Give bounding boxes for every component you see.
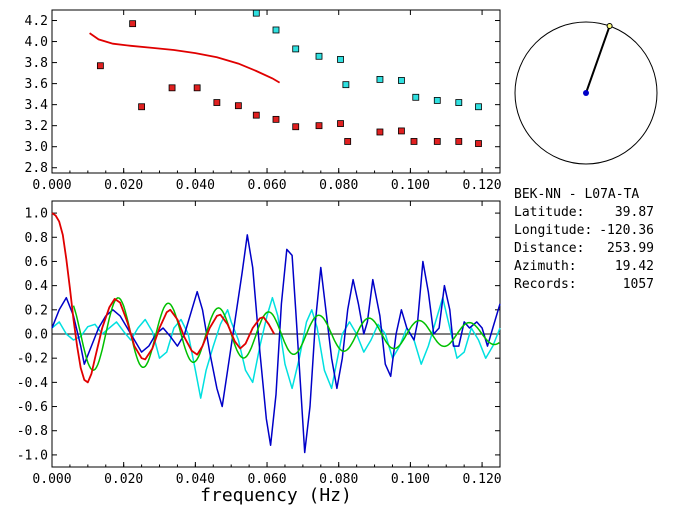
dispersion-x-tick-label: 0.020 xyxy=(104,178,143,193)
waveform-y-tick-label: 0.8 xyxy=(25,231,48,246)
dispersion-point xyxy=(398,77,405,84)
waveform-y-tick-label: 1.0 xyxy=(25,207,48,222)
dispersion-x-tick-label: 0.000 xyxy=(32,178,71,193)
dispersion-curve xyxy=(89,32,281,84)
station-pair: BEK-NN - L07A-TA xyxy=(514,187,639,202)
azimuth-tip-dot xyxy=(606,23,613,30)
dispersion-point xyxy=(168,84,176,92)
dispersion-point xyxy=(376,128,384,136)
waveform-y-tick-label: -0.8 xyxy=(17,424,48,439)
waveform-y-tick-label: 0.6 xyxy=(25,255,48,270)
dispersion-point xyxy=(272,115,280,123)
azimuth-needle xyxy=(585,25,611,94)
dispersion-x-tick-label: 0.100 xyxy=(391,178,430,193)
dispersion-y-tick-label: 4.2 xyxy=(25,14,48,29)
dispersion-point xyxy=(337,120,344,127)
dispersion-x-tick-label: 0.060 xyxy=(247,178,286,193)
dispersion-point xyxy=(412,93,420,101)
dispersion-y-tick-label: 3.2 xyxy=(25,119,48,134)
dispersion-point xyxy=(138,103,146,111)
records-value: 1057 xyxy=(623,277,654,292)
dispersion-point xyxy=(96,62,104,70)
waveform-y-tick-label: 0.4 xyxy=(25,279,49,294)
waveform-panel: 0.000 0.020 0.040 0.060 0.080 0.100 0.120 -1.0 -… xyxy=(17,200,502,506)
dispersion-y-tick-label: 2.8 xyxy=(25,161,48,176)
dispersion-point xyxy=(342,81,350,89)
records-label: Records: xyxy=(514,277,577,292)
waveform-x-tick-label: 0.100 xyxy=(391,472,430,487)
waveform-x-tick-label: 0.020 xyxy=(104,472,143,487)
distance-label: Distance: xyxy=(514,241,584,256)
dispersion-point xyxy=(455,99,463,106)
dispersion-y-tick-label: 3.8 xyxy=(25,56,48,71)
waveform-axis-ticks: 0.000 0.020 0.040 0.060 0.080 0.100 0.120 -1.0 -… xyxy=(17,201,502,487)
dispersion-y-tick-label: 3.0 xyxy=(25,140,48,155)
dispersion-point xyxy=(433,97,441,104)
dispersion-axis-ticks: 0.000 0.020 0.040 0.060 0.080 0.100 0.120 2.8 3.… xyxy=(25,10,502,193)
dispersion-point xyxy=(315,52,323,60)
waveform-x-tick-label: 0.060 xyxy=(247,472,286,487)
waveform-y-tick-label: 0.2 xyxy=(25,303,48,318)
azimuth-value: 19.42 xyxy=(615,259,654,274)
dispersion-y-tick-label: 4.0 xyxy=(25,35,48,50)
dispersion-point xyxy=(433,138,441,145)
dispersion-point xyxy=(410,138,418,145)
dispersion-x-tick-label: 0.080 xyxy=(319,178,358,193)
waveform-y-tick-label: -0.4 xyxy=(17,376,48,391)
dispersion-plot-frame xyxy=(51,9,501,174)
dispersion-point xyxy=(475,103,482,111)
waveform-red-line xyxy=(51,212,275,384)
waveform-cyan-line xyxy=(51,296,501,399)
latitude-value: 39.87 xyxy=(615,205,654,220)
waveform-y-tick-label: -0.6 xyxy=(17,400,48,415)
latitude-label: Latitude: xyxy=(514,205,584,220)
dispersion-y-tick-label: 3.4 xyxy=(25,98,49,113)
waveform-x-tick-label: 0.120 xyxy=(463,472,502,487)
longitude-label: Longitude: xyxy=(514,223,592,238)
azimuth-compass xyxy=(514,21,658,165)
dispersion-point xyxy=(455,138,463,145)
azimuth-label: Azimuth: xyxy=(514,259,577,274)
dispersion-point xyxy=(213,99,221,106)
waveform-y-tick-label: -0.2 xyxy=(17,352,48,367)
dispersion-point xyxy=(193,84,201,92)
waveform-blue-line xyxy=(51,234,501,454)
waveform-y-tick-label: -1.0 xyxy=(17,448,48,463)
dispersion-point xyxy=(376,76,384,83)
dispersion-point xyxy=(475,140,482,147)
dispersion-point xyxy=(292,123,300,131)
dispersion-data xyxy=(89,9,482,147)
dispersion-point xyxy=(337,56,344,63)
waveform-x-axis-label: frequency (Hz) xyxy=(200,485,352,506)
dispersion-point xyxy=(272,26,280,34)
dispersion-point xyxy=(292,45,300,53)
distance-value: 253.99 xyxy=(607,241,654,256)
waveform-x-tick-label: 0.080 xyxy=(319,472,358,487)
waveform-x-tick-label: 0.000 xyxy=(32,472,71,487)
dispersion-point xyxy=(252,111,260,119)
station-info: BEK-NN - L07A-TA Latitude: 39.87 Longitu… xyxy=(514,187,654,292)
dispersion-x-tick-label: 0.040 xyxy=(176,178,215,193)
dispersion-point xyxy=(129,20,137,28)
dispersion-point xyxy=(315,122,323,130)
longitude-value: -120.36 xyxy=(599,223,654,238)
dispersion-point xyxy=(252,9,260,17)
station-dot xyxy=(583,90,589,96)
dispersion-panel: 0.000 0.020 0.040 0.060 0.080 0.100 0.120 2.8 3.… xyxy=(25,9,502,193)
compass-circle xyxy=(514,21,658,165)
waveform-x-tick-label: 0.040 xyxy=(176,472,215,487)
waveform-data xyxy=(51,212,501,454)
dispersion-x-tick-label: 0.120 xyxy=(463,178,502,193)
dispersion-y-tick-label: 3.6 xyxy=(25,77,48,92)
dispersion-point xyxy=(234,102,242,110)
dispersion-point xyxy=(398,127,405,135)
waveform-green-line xyxy=(72,297,500,371)
dispersion-point xyxy=(344,138,352,145)
waveform-y-tick-label: 0.0 xyxy=(25,328,48,343)
